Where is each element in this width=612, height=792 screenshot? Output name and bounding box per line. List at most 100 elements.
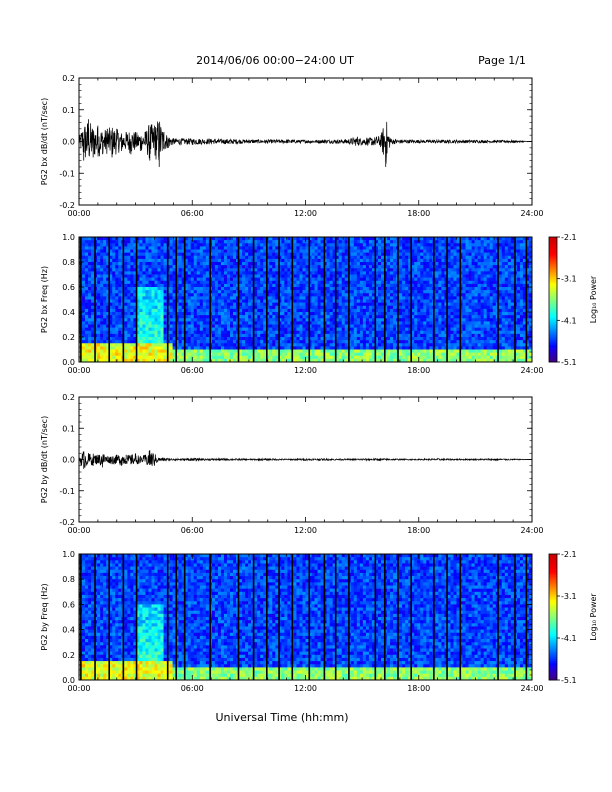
- heatmap-cell: [196, 299, 201, 303]
- heatmap-cell: [106, 305, 110, 310]
- heatmap-cell: [184, 265, 189, 269]
- heatmap-cell: [115, 290, 119, 294]
- heatmap-cell: [187, 252, 192, 257]
- heatmap-cell: [426, 299, 430, 303]
- heatmap-cell: [281, 240, 285, 244]
- heatmap-cell: [414, 305, 418, 310]
- heatmap-cell: [118, 283, 122, 288]
- heatmap-cell: [118, 327, 122, 332]
- heatmap-cell: [223, 243, 228, 247]
- heatmap-cell: [296, 246, 300, 250]
- heatmap-cell: [172, 318, 176, 322]
- heatmap-cell: [217, 268, 222, 272]
- heatmap-cell: [350, 352, 355, 357]
- heatmap-cell: [275, 346, 279, 350]
- heatmap-cell: [263, 321, 267, 325]
- heatmap-cell: [381, 333, 385, 338]
- heatmap-cell: [172, 327, 176, 332]
- y-tick-label: 0.1: [62, 106, 75, 115]
- heatmap-cell: [109, 277, 113, 282]
- heatmap-cell: [226, 262, 231, 266]
- heatmap-cell: [220, 277, 225, 282]
- heatmap-cell: [377, 321, 382, 325]
- heatmap-cell: [426, 352, 430, 357]
- heatmap-cell: [187, 271, 192, 275]
- heatmap-cell: [233, 315, 237, 319]
- heatmap-cell: [211, 249, 216, 253]
- heatmap-cell: [211, 327, 216, 332]
- heatmap-cell: [356, 258, 361, 263]
- heatmap-cell: [341, 312, 346, 316]
- heatmap-cell: [314, 243, 318, 247]
- heatmap-cell: [217, 327, 222, 332]
- heatmap-cell: [359, 346, 364, 350]
- heatmap-cell: [393, 333, 397, 338]
- heatmap-cell: [302, 274, 306, 278]
- heatmap-cell: [429, 237, 433, 241]
- heatmap-cell: [299, 258, 303, 263]
- heatmap-cell: [278, 274, 282, 278]
- heatmap-cell: [399, 333, 403, 338]
- heatmap-cell: [157, 327, 161, 332]
- heatmap-cell: [374, 277, 379, 282]
- heatmap-cell: [423, 315, 427, 319]
- heatmap-cell: [112, 343, 116, 347]
- heatmap-cell: [196, 243, 201, 247]
- heatmap-cell: [254, 315, 258, 319]
- heatmap-cell: [269, 252, 273, 257]
- heatmap-cell: [350, 343, 355, 347]
- heatmap-cell: [199, 237, 204, 241]
- heatmap-cell: [399, 330, 403, 335]
- heatmap-cell: [356, 330, 361, 335]
- heatmap-cell: [133, 268, 137, 272]
- heatmap-cell: [296, 240, 300, 244]
- heatmap-cell: [145, 283, 149, 288]
- heatmap-cell: [308, 252, 312, 257]
- heatmap-cell: [299, 346, 303, 350]
- heatmap-cell: [368, 265, 373, 269]
- heatmap-cell: [226, 337, 231, 341]
- heatmap-cell: [411, 324, 415, 328]
- heatmap-cell: [196, 240, 201, 244]
- heatmap-cell: [115, 246, 119, 250]
- heatmap-cell: [326, 268, 330, 272]
- heatmap-cell: [239, 343, 243, 347]
- heatmap-cell: [420, 302, 424, 307]
- heatmap-cell: [269, 349, 273, 353]
- heatmap-cell: [103, 252, 107, 257]
- heatmap-cell: [82, 293, 86, 297]
- heatmap-cell: [441, 299, 445, 303]
- heatmap-cell: [169, 265, 173, 269]
- heatmap-cell: [293, 343, 297, 347]
- heatmap-cell: [136, 340, 140, 344]
- heatmap-cell: [157, 305, 161, 310]
- heatmap-cell: [175, 333, 179, 338]
- heatmap-cell: [299, 355, 303, 360]
- heatmap-cell: [248, 349, 252, 353]
- heatmap-cell: [353, 268, 358, 272]
- heatmap-cell: [178, 252, 182, 257]
- heatmap-cell: [359, 265, 364, 269]
- heatmap-cell: [411, 318, 415, 322]
- heatmap-cell: [278, 262, 282, 266]
- heatmap-cell: [305, 340, 309, 344]
- heatmap-cell: [429, 280, 433, 285]
- heatmap-cell: [302, 243, 306, 247]
- heatmap-cell: [299, 265, 303, 269]
- heatmap-cell: [314, 337, 318, 341]
- heatmap-cell: [136, 296, 140, 300]
- heatmap-cell: [281, 252, 285, 257]
- heatmap-cell: [420, 308, 424, 313]
- heatmap-cell: [139, 240, 143, 244]
- heatmap-cell: [344, 333, 349, 338]
- heatmap-cell: [127, 299, 131, 303]
- heatmap-cell: [420, 280, 424, 285]
- heatmap-cell: [314, 293, 318, 297]
- heatmap-cell: [130, 333, 134, 338]
- heatmap-cell: [245, 349, 249, 353]
- heatmap-cell: [239, 346, 243, 350]
- heatmap-cell: [275, 321, 279, 325]
- heatmap-cell: [350, 349, 355, 353]
- heatmap-cell: [326, 255, 330, 260]
- heatmap-cell: [115, 283, 119, 288]
